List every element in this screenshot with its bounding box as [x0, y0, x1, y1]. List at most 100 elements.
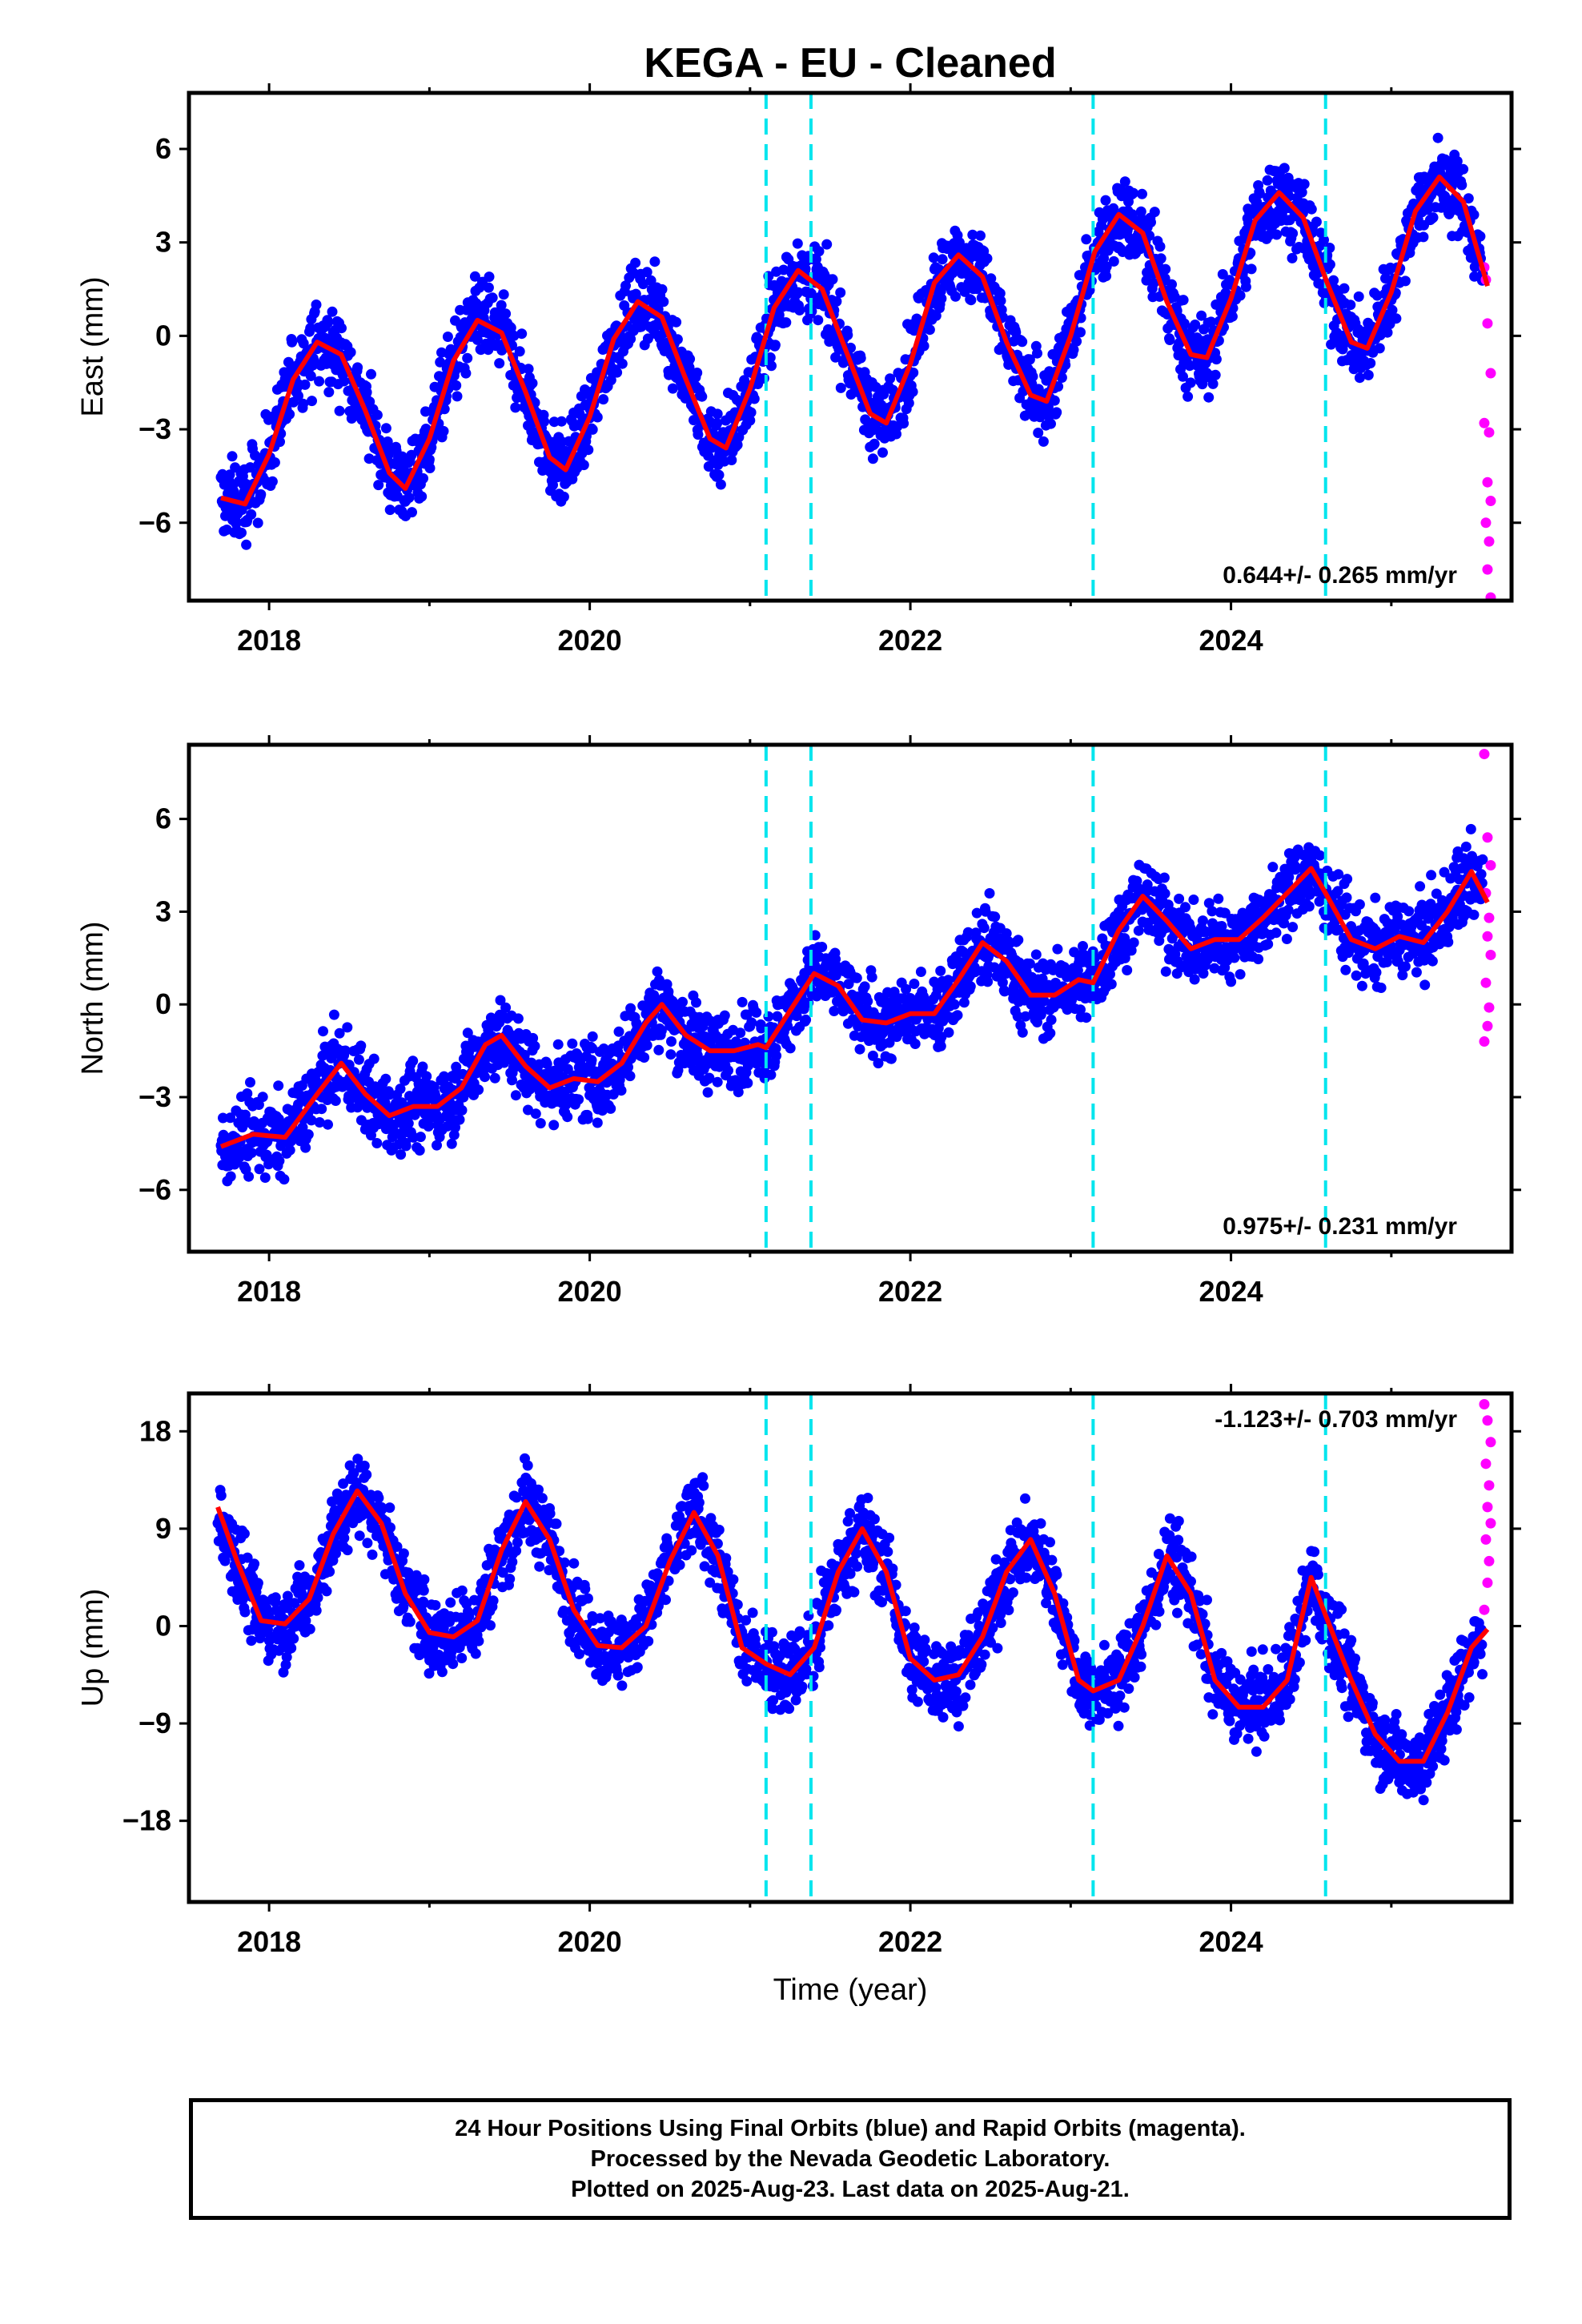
- final-orbit-point: [928, 252, 939, 263]
- final-orbit-point: [1287, 252, 1298, 263]
- final-orbit-point: [1038, 436, 1049, 447]
- final-orbit-point: [484, 271, 495, 283]
- final-orbit-point: [1427, 212, 1439, 223]
- final-orbit-point: [1426, 870, 1437, 881]
- final-orbit-point: [911, 313, 922, 324]
- rapid-orbit-point: [1482, 931, 1493, 942]
- final-orbit-point: [878, 388, 889, 400]
- final-orbit-point: [1211, 354, 1222, 365]
- final-orbit-point: [1419, 979, 1431, 991]
- final-orbit-point: [952, 1010, 963, 1021]
- final-orbit-point: [809, 930, 821, 941]
- final-orbit-point: [637, 279, 648, 290]
- y-tick-label: 0: [155, 319, 171, 352]
- final-orbit-point: [1283, 904, 1294, 915]
- final-orbit-point: [958, 997, 970, 1008]
- final-orbit-point: [827, 274, 838, 285]
- final-orbit-point: [1460, 841, 1472, 852]
- rapid-orbit-point: [1484, 1002, 1495, 1013]
- final-orbit-point: [1427, 955, 1438, 967]
- final-orbit-point: [529, 1040, 540, 1051]
- final-orbit-point: [242, 1088, 253, 1099]
- final-orbit-point: [1342, 874, 1353, 885]
- final-orbit-point: [439, 404, 450, 415]
- x-tick-label: 2022: [878, 624, 942, 657]
- final-orbit-point: [1468, 209, 1480, 220]
- final-orbit-point: [239, 1606, 251, 1618]
- final-orbit-point: [641, 1039, 652, 1051]
- final-orbit-point: [353, 1054, 364, 1065]
- final-orbit-point: [483, 282, 494, 293]
- rapid-orbit-point: [1482, 318, 1493, 329]
- final-orbit-point: [1051, 407, 1062, 418]
- final-orbit-point: [1415, 881, 1426, 892]
- final-orbit-point: [962, 269, 974, 280]
- final-orbit-point: [821, 239, 833, 250]
- final-orbit-point: [1279, 918, 1290, 929]
- final-orbit-point: [817, 942, 828, 952]
- final-orbit-point: [962, 927, 974, 938]
- final-orbit-point: [1324, 259, 1335, 270]
- final-orbit-point: [1271, 229, 1283, 240]
- final-orbit-point: [1160, 966, 1171, 977]
- final-orbit-point: [284, 1144, 295, 1156]
- rapid-orbit-point: [1479, 417, 1490, 428]
- final-orbit-point: [1287, 228, 1299, 239]
- final-orbit-point: [965, 981, 976, 992]
- final-orbit-point: [293, 390, 303, 401]
- final-orbit-point: [758, 372, 769, 384]
- final-orbit-point: [1475, 231, 1486, 242]
- final-orbit-point: [1068, 344, 1079, 356]
- y-tick-label: 3: [155, 226, 171, 259]
- final-orbit-point: [867, 1050, 878, 1061]
- final-orbit-point: [305, 323, 316, 334]
- final-orbit-point: [745, 407, 757, 418]
- y-tick-label: −3: [139, 1080, 171, 1113]
- final-orbit-point: [1240, 281, 1251, 292]
- final-orbit-point: [328, 1009, 339, 1020]
- final-orbit-point: [616, 358, 628, 369]
- final-orbit-point: [1128, 937, 1139, 948]
- final-orbit-point: [733, 1087, 744, 1098]
- final-orbit-point: [1182, 391, 1194, 402]
- final-orbit-point: [245, 1077, 255, 1088]
- final-orbit-point: [297, 1122, 308, 1133]
- final-orbit-point: [1206, 316, 1217, 328]
- final-orbit-point: [352, 362, 363, 373]
- final-orbit-point: [813, 246, 825, 257]
- rapid-orbit-point: [1479, 1036, 1490, 1047]
- final-orbit-point: [587, 1043, 598, 1054]
- final-orbit-point: [1081, 234, 1092, 245]
- final-orbit-point: [642, 333, 653, 344]
- final-orbit-point: [539, 416, 550, 427]
- final-orbit-point: [1303, 901, 1315, 912]
- final-orbit-point: [500, 308, 512, 320]
- rapid-orbit-point: [1484, 912, 1495, 923]
- final-orbit-point: [1263, 939, 1274, 950]
- final-orbit-point: [1101, 261, 1112, 272]
- final-orbit-point: [415, 1132, 426, 1143]
- final-orbit-point: [1101, 271, 1112, 282]
- final-orbit-point: [1296, 187, 1307, 198]
- final-orbit-point: [1432, 132, 1443, 143]
- final-orbit-point: [866, 971, 877, 983]
- final-orbit-point: [403, 1118, 414, 1129]
- final-orbit-point: [1337, 344, 1348, 355]
- final-orbit-point: [950, 291, 961, 302]
- final-orbit-point: [766, 360, 777, 372]
- plot-area-up: [212, 1393, 1496, 1902]
- final-orbit-point: [1399, 961, 1411, 972]
- final-orbit-point: [1174, 893, 1185, 904]
- final-orbit-point: [1166, 279, 1177, 290]
- final-orbit-point: [605, 375, 616, 386]
- final-orbit-point: [791, 1011, 802, 1022]
- final-orbit-point: [442, 332, 453, 342]
- rapid-orbit-point: [1485, 860, 1496, 871]
- final-orbit-point: [756, 1023, 767, 1034]
- rapid-orbit-point: [1485, 368, 1496, 379]
- final-orbit-point: [1159, 273, 1170, 284]
- final-orbit-point: [990, 911, 1001, 923]
- final-orbit-point: [855, 352, 866, 364]
- final-orbit-point: [469, 271, 480, 282]
